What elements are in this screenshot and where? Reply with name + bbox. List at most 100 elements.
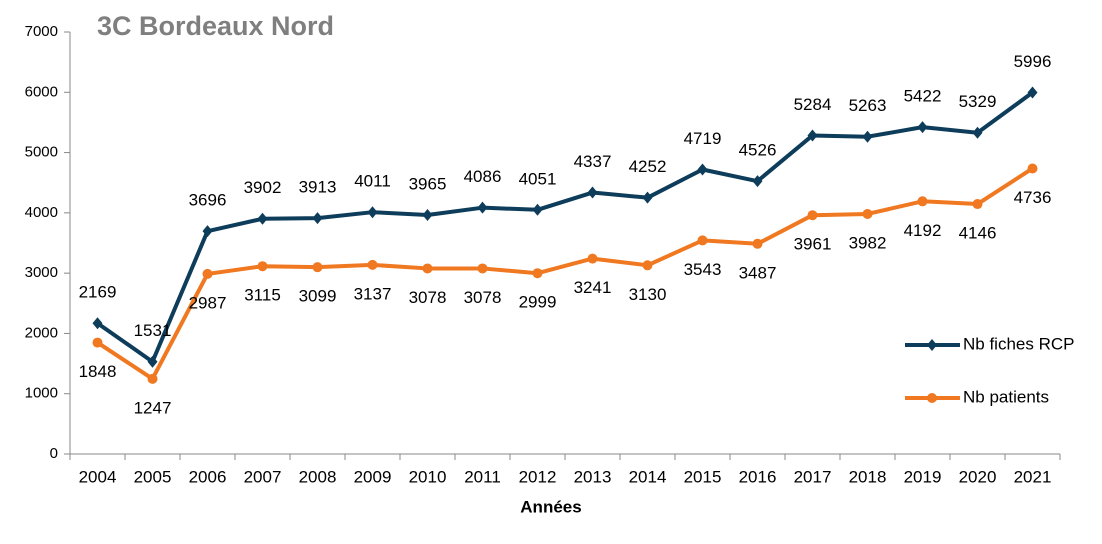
data-label: 5284 [794, 95, 832, 114]
data-label: 3487 [739, 263, 777, 282]
data-label: 3543 [684, 260, 722, 279]
x-tick-label: 2020 [959, 467, 997, 486]
point [917, 196, 928, 207]
x-tick-label: 2013 [574, 467, 612, 486]
data-label: 4252 [629, 157, 667, 176]
data-label: 2987 [189, 293, 227, 312]
data-label: 4719 [684, 129, 722, 148]
point [1027, 86, 1038, 99]
point [862, 130, 873, 143]
data-label: 3115 [244, 286, 281, 305]
chart-title: 3C Bordeaux Nord [97, 11, 334, 41]
x-tick-label: 2014 [629, 467, 667, 486]
point [367, 259, 378, 270]
point [202, 225, 213, 238]
point [972, 126, 983, 139]
point [1027, 163, 1038, 174]
data-label: 3961 [794, 235, 832, 254]
x-tick-label: 2009 [354, 467, 392, 486]
point [422, 208, 433, 221]
data-label: 4146 [959, 224, 997, 243]
data-label: 4051 [519, 169, 557, 188]
data-label: 5263 [849, 96, 887, 115]
data-label: 4337 [574, 152, 612, 171]
point [532, 268, 543, 279]
data-label: 3137 [354, 284, 392, 303]
point [92, 337, 103, 348]
legend-label: Nb fiches RCP [963, 334, 1074, 353]
point [972, 199, 983, 210]
point [477, 263, 488, 274]
point [807, 129, 818, 142]
data-label: 5422 [904, 87, 942, 106]
point [917, 121, 928, 134]
x-tick-label: 2010 [409, 467, 447, 486]
data-label: 2169 [79, 283, 117, 302]
x-tick-label: 2016 [739, 467, 777, 486]
point [532, 203, 543, 216]
x-tick-label: 2006 [189, 467, 227, 486]
point [367, 206, 378, 219]
data-label: 3099 [299, 287, 337, 306]
data-label: 2999 [519, 293, 557, 312]
data-label: 5329 [959, 92, 997, 111]
data-label: 3078 [409, 288, 447, 307]
series-line [96, 90, 1034, 364]
data-label: 3696 [189, 191, 227, 210]
data-label: 3965 [409, 174, 447, 193]
point [752, 175, 763, 188]
data-label: 1531 [134, 321, 172, 340]
y-tick-label: 7000 [25, 23, 58, 40]
point [257, 212, 268, 225]
point [202, 268, 213, 279]
point [477, 201, 488, 214]
data-label: 4011 [354, 172, 391, 191]
point [147, 355, 158, 368]
point [697, 163, 708, 176]
point [92, 317, 103, 330]
x-tick-label: 2011 [464, 467, 501, 486]
legend-marker [927, 393, 937, 403]
point [697, 235, 708, 246]
point [862, 208, 873, 219]
data-label: 3913 [299, 178, 337, 197]
point [587, 253, 598, 264]
point [752, 238, 763, 249]
x-tick-label: 2008 [299, 467, 337, 486]
x-tick-label: 2007 [244, 467, 282, 486]
legend-label: Nb patients [963, 387, 1049, 406]
point [147, 373, 158, 384]
data-label: 3078 [464, 288, 502, 307]
y-tick-label: 2000 [25, 324, 58, 341]
x-tick-label: 2005 [134, 467, 172, 486]
x-tick-label: 2018 [849, 467, 887, 486]
data-label: 3241 [574, 278, 612, 297]
x-tick-label: 2015 [684, 467, 722, 486]
y-tick-label: 0 [50, 445, 58, 462]
legend-marker [927, 339, 937, 351]
point [807, 210, 818, 221]
data-label: 4526 [739, 141, 777, 160]
data-label: 3982 [849, 233, 887, 252]
y-tick-label: 3000 [25, 264, 58, 281]
y-tick-label: 4000 [25, 204, 58, 221]
x-tick-label: 2004 [79, 467, 117, 486]
y-tick-label: 6000 [25, 83, 58, 100]
data-label: 5996 [1014, 52, 1052, 71]
data-label: 1247 [134, 398, 172, 417]
data-label: 3902 [244, 178, 282, 197]
point [642, 191, 653, 204]
data-label: 4086 [464, 167, 502, 186]
point [587, 186, 598, 199]
point [422, 263, 433, 274]
point [312, 212, 323, 225]
data-label: 3130 [629, 285, 667, 304]
data-label: 1848 [79, 362, 117, 381]
x-axis-label: Années [520, 497, 581, 516]
y-tick-label: 1000 [25, 385, 58, 402]
x-tick-label: 2012 [519, 467, 557, 486]
x-tick-label: 2017 [794, 467, 832, 486]
data-label: 4736 [1014, 188, 1052, 207]
x-tick-label: 2021 [1014, 467, 1052, 486]
